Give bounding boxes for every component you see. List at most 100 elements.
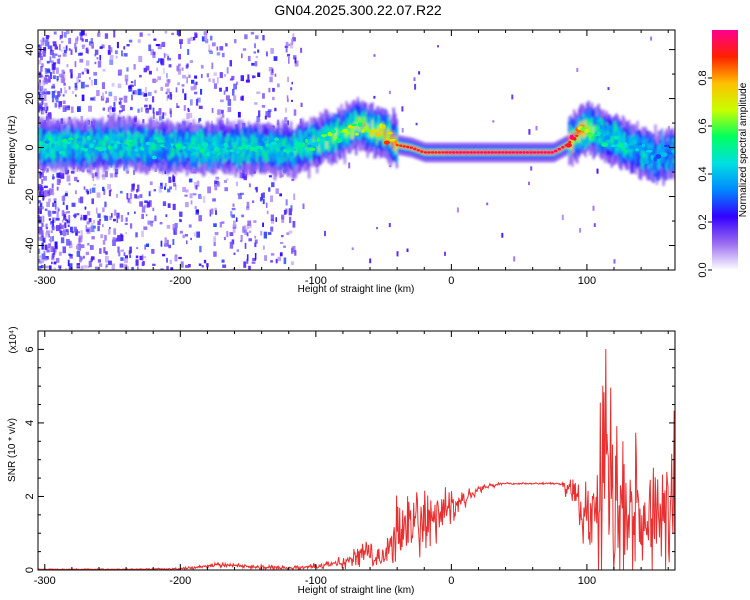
noise-speck <box>43 42 46 45</box>
noise-speck <box>373 54 376 57</box>
ridge-blob <box>320 134 328 138</box>
noise-speck <box>105 171 108 178</box>
noise-speck <box>71 202 76 207</box>
ridge-cell <box>265 144 268 152</box>
noise-speck <box>147 91 152 96</box>
noise-speck <box>246 206 250 211</box>
ridge-blob <box>175 143 182 149</box>
ridge-cell <box>272 146 275 154</box>
noise-speck <box>46 227 48 230</box>
noise-speck <box>166 257 168 263</box>
noise-speck <box>48 198 51 202</box>
noise-speck <box>117 246 120 253</box>
noise-speck <box>246 254 249 261</box>
ridge-blob <box>604 135 611 141</box>
noise-speck <box>152 112 155 119</box>
noise-speck <box>46 168 49 172</box>
ridge-core-dot <box>395 143 399 147</box>
noise-speck <box>200 73 203 79</box>
ridge-cell <box>669 140 672 156</box>
ridge-blob <box>316 137 320 143</box>
noise-speck <box>154 79 158 82</box>
ridge-core-dot <box>550 151 554 154</box>
ridge-cell <box>207 141 210 156</box>
ridge-core-dot <box>399 144 403 147</box>
noise-speck <box>188 178 193 183</box>
noise-speck <box>148 104 152 110</box>
noise-speck <box>252 75 256 78</box>
x-tick-label: 100 <box>578 275 596 287</box>
noise-speck <box>189 60 193 63</box>
ridge-cell <box>573 132 576 141</box>
noise-speck <box>198 117 202 122</box>
noise-speck <box>90 38 93 45</box>
noise-speck <box>135 232 138 238</box>
noise-speck <box>46 69 51 74</box>
noise-speck <box>267 109 272 113</box>
x-tick-label: 0 <box>448 575 454 587</box>
noise-speck <box>190 200 193 205</box>
noise-speck <box>38 258 41 263</box>
ridge-cell <box>218 143 221 151</box>
noise-speck <box>113 101 116 107</box>
noise-speck <box>203 259 207 264</box>
noise-speck <box>62 105 67 112</box>
noise-speck <box>252 257 256 262</box>
ridge-core-dot <box>522 151 526 154</box>
snr-x-axis-label: Height of straight line (km) <box>298 585 415 596</box>
noise-speck <box>196 209 199 213</box>
noise-speck <box>172 224 176 231</box>
noise-speck <box>179 211 183 217</box>
noise-speck <box>240 96 243 101</box>
noise-speck <box>141 206 146 213</box>
ridge-cell <box>330 130 333 145</box>
noise-speck <box>46 60 50 64</box>
noise-speck <box>166 224 171 229</box>
noise-speck <box>285 199 288 206</box>
noise-speck <box>108 91 113 97</box>
noise-speck <box>85 84 89 88</box>
noise-speck <box>149 190 152 193</box>
noise-speck <box>233 83 237 90</box>
noise-speck <box>103 247 106 254</box>
noise-speck <box>275 258 278 264</box>
noise-speck <box>279 252 283 257</box>
noise-speck <box>79 255 82 263</box>
noise-speck <box>274 73 277 77</box>
noise-speck <box>250 31 255 35</box>
ridge-cell <box>44 140 47 148</box>
ridge-cell <box>59 133 62 148</box>
noise-speck <box>233 95 237 101</box>
ridge-cell <box>594 125 597 133</box>
ridge-cell <box>395 146 398 154</box>
noise-speck <box>145 214 148 217</box>
ridge-blob <box>170 143 174 146</box>
ridge-blob <box>157 139 164 143</box>
noise-speck <box>246 201 250 209</box>
noise-speck <box>68 86 71 90</box>
ridge-core-dot <box>487 151 491 154</box>
noise-speck <box>164 169 167 174</box>
noise-speck <box>88 77 91 80</box>
ridge-cell <box>379 127 382 135</box>
ridge-blob <box>660 152 668 158</box>
noise-speck <box>233 252 236 255</box>
noise-speck <box>195 33 198 38</box>
ridge-cell <box>374 123 377 131</box>
ridge-blob <box>355 132 359 136</box>
noise-speck <box>231 207 236 211</box>
noise-speck <box>131 183 135 191</box>
ridge-core-dot <box>462 151 466 154</box>
ridge-cell <box>597 125 600 133</box>
ridge-core-dot <box>525 151 530 154</box>
noise-speck <box>216 52 221 56</box>
noise-speck <box>262 198 265 205</box>
noise-speck <box>94 79 98 85</box>
ridge-blob <box>205 151 211 157</box>
ridge-cell <box>610 128 613 144</box>
noise-speck <box>76 245 79 250</box>
noise-speck <box>102 92 104 99</box>
ridge-cell <box>654 155 657 171</box>
ridge-cell <box>288 143 291 151</box>
noise-speck <box>172 239 175 245</box>
